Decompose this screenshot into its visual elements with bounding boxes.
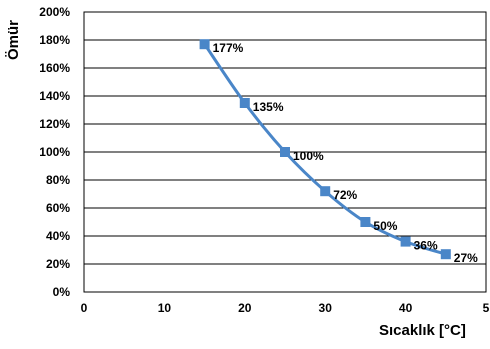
- data-point-marker: [199, 39, 210, 50]
- plot-area-frame: [83, 11, 487, 293]
- data-labels: 177% 135% 100% 72% 50% 36% 27%: [213, 41, 479, 265]
- y-tick-label: 120%: [39, 117, 70, 131]
- series-markers: [199, 39, 451, 260]
- y-tick-label: 0%: [53, 285, 71, 299]
- y-tick-label: 140%: [39, 89, 70, 103]
- data-label: 36%: [414, 239, 438, 253]
- data-point-marker: [440, 249, 451, 260]
- x-tick-label: 10: [158, 301, 172, 315]
- x-tick-label: 40: [399, 301, 413, 315]
- y-tick-label: 20%: [46, 257, 70, 271]
- y-tick-label: 200%: [39, 5, 70, 19]
- y-tick-label: 40%: [46, 229, 70, 243]
- data-point-marker: [320, 186, 331, 197]
- data-label: 135%: [253, 100, 284, 114]
- data-label: 72%: [333, 188, 357, 202]
- y-axis-ticks: 0% 20% 40% 60% 80% 100% 120% 140% 160% 180% 200%: [39, 5, 70, 299]
- data-label: 100%: [293, 149, 324, 163]
- data-point-marker: [360, 217, 371, 227]
- data-point-marker: [280, 147, 290, 157]
- y-tick-label: 60%: [46, 201, 70, 215]
- y-tick-label: 180%: [39, 33, 70, 47]
- x-tick-label: 5: [483, 301, 490, 315]
- y-tick-label: 80%: [46, 173, 70, 187]
- data-point-marker: [239, 98, 250, 108]
- series-line: [203, 43, 447, 256]
- x-tick-label: 20: [238, 301, 252, 315]
- y-tick-label: 160%: [39, 61, 70, 75]
- data-label: 27%: [454, 251, 478, 265]
- x-tick-label: 30: [319, 301, 333, 315]
- x-tick-label: 0: [81, 301, 88, 315]
- data-label: 50%: [373, 219, 397, 233]
- x-axis-title: Sıcaklık [°C]: [379, 322, 466, 339]
- data-label: 177%: [213, 41, 244, 55]
- y-tick-label: 100%: [39, 145, 70, 159]
- x-axis-ticks: 0 10 20 30 40 5: [81, 301, 490, 315]
- y-axis-title: Ömür: [5, 20, 22, 60]
- data-point-marker: [400, 236, 411, 247]
